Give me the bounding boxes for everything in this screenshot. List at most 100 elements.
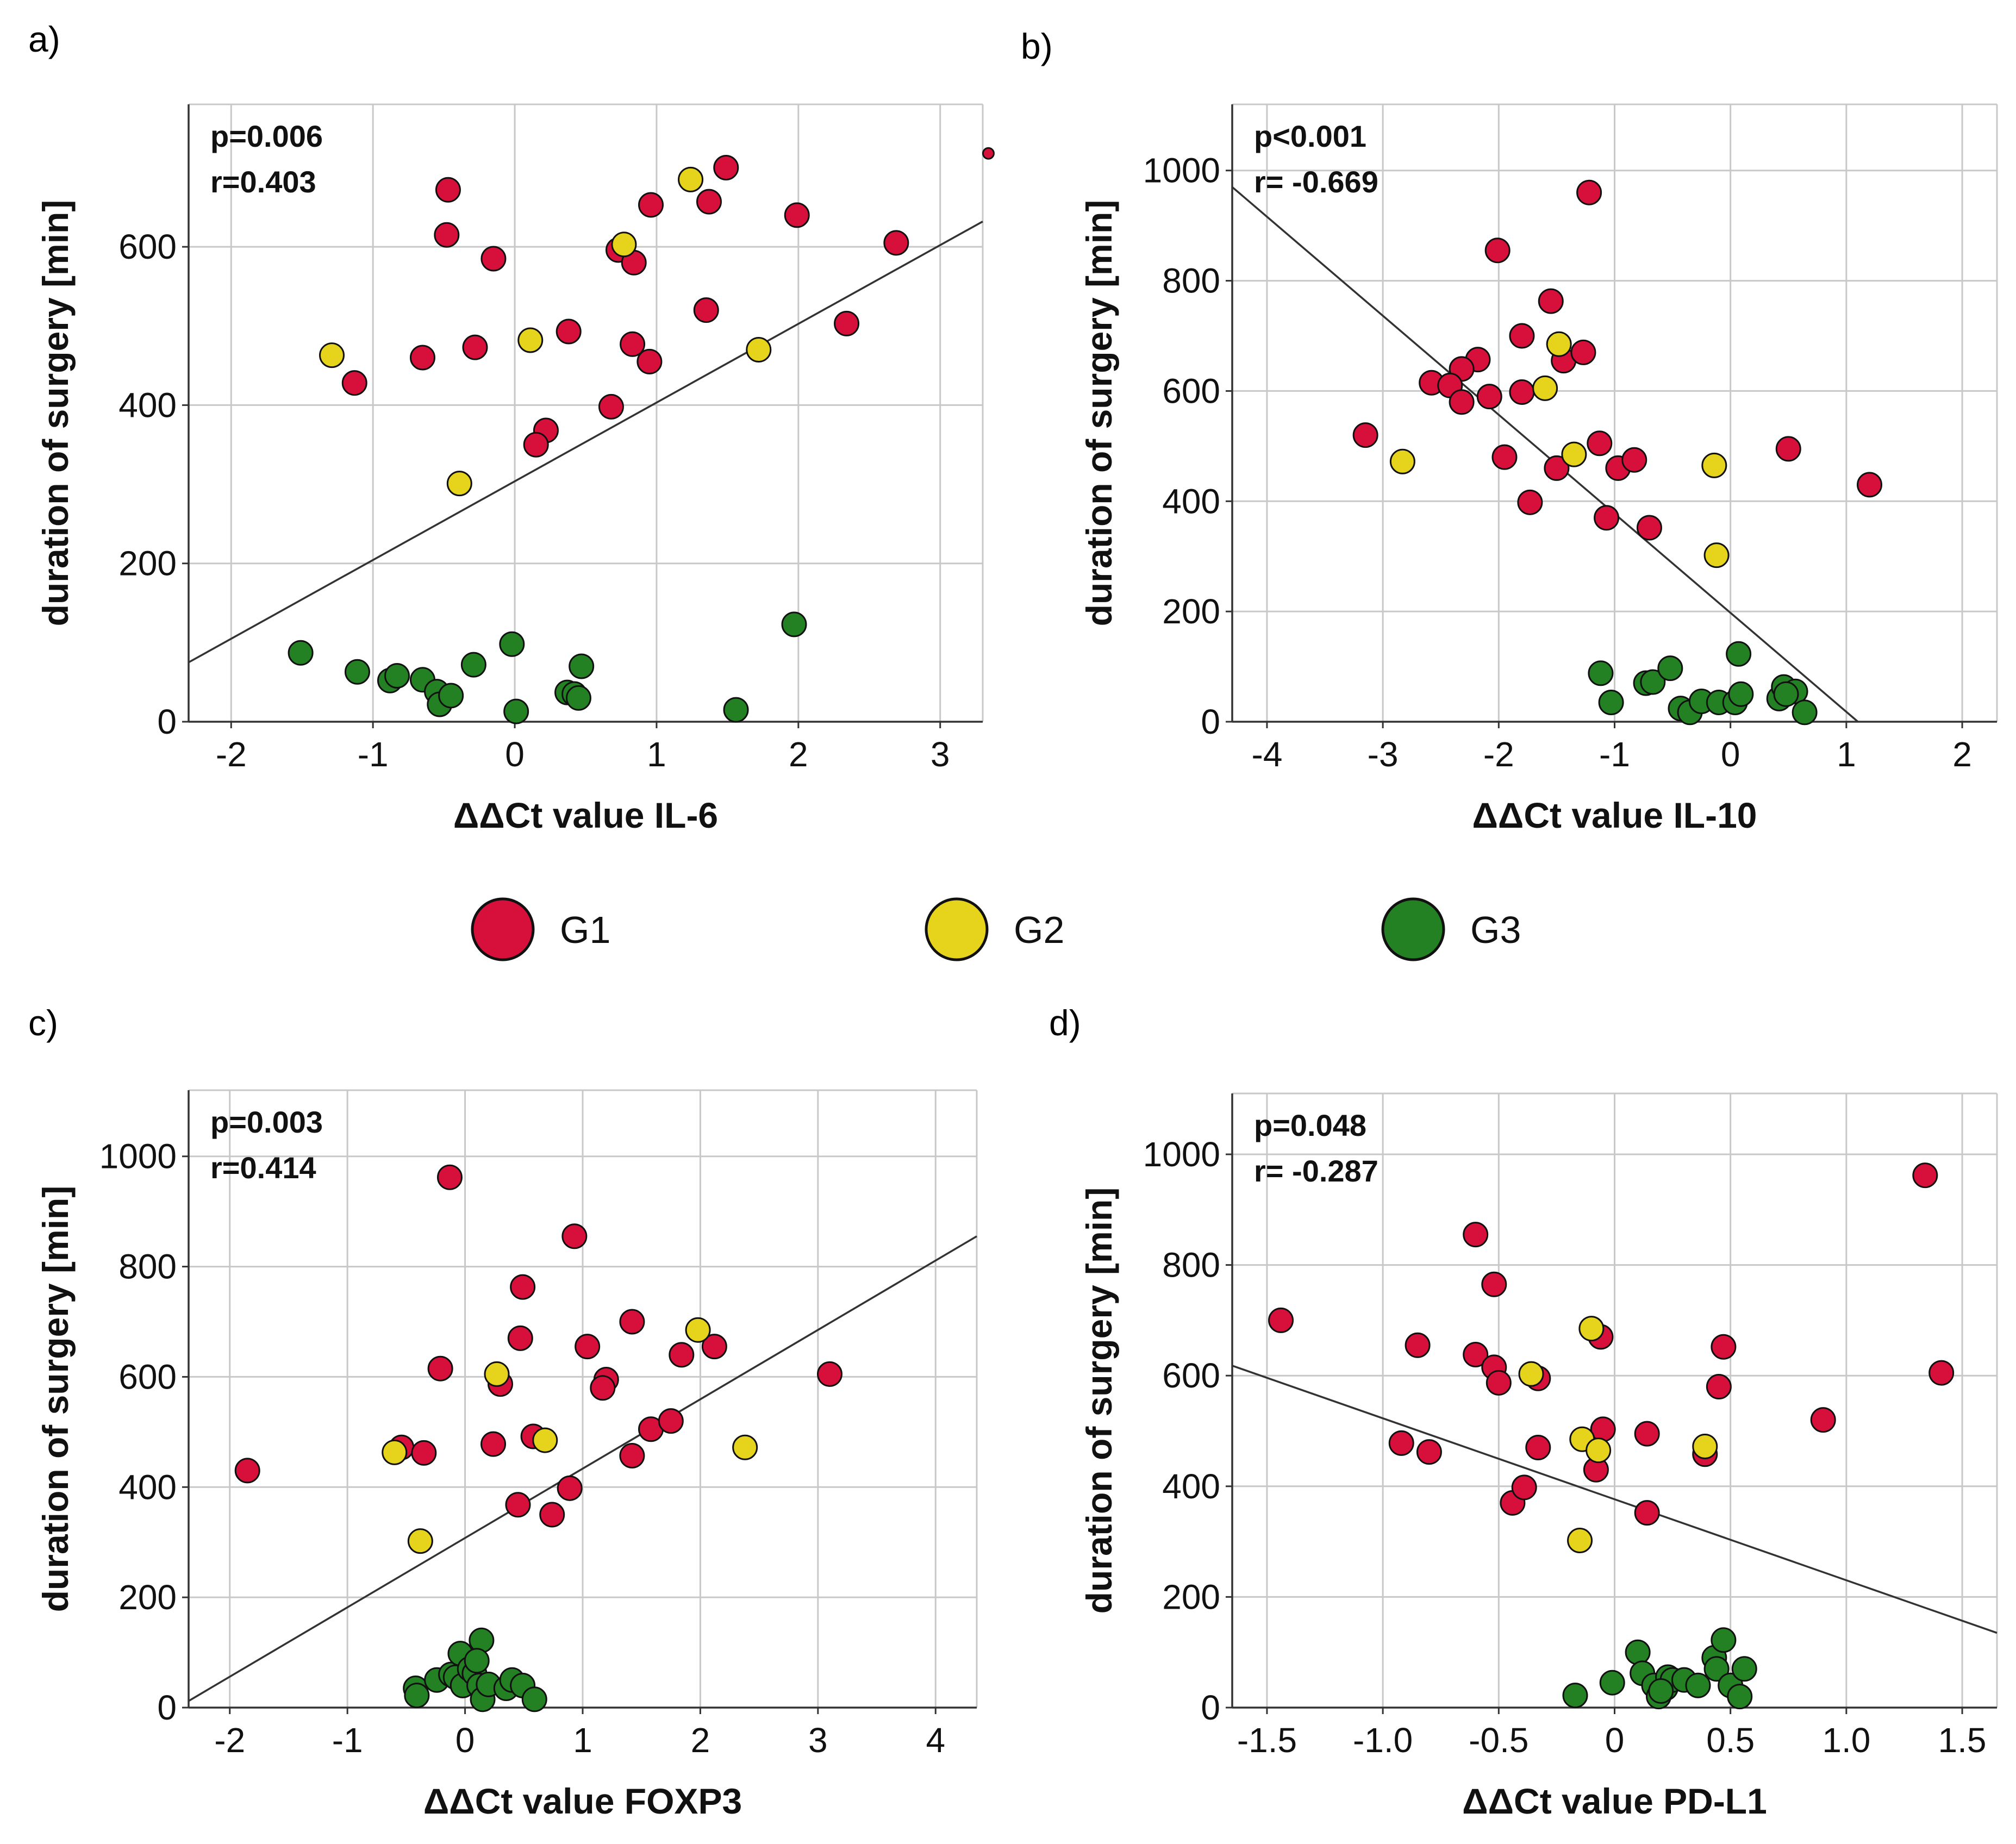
data-point-g3 <box>438 683 464 709</box>
data-point-g1 <box>427 1355 453 1382</box>
y-tick-label: 400 <box>1162 1467 1220 1506</box>
data-point-g1 <box>505 1492 531 1518</box>
data-point-g3 <box>1648 1678 1674 1704</box>
data-point-g3 <box>499 631 525 657</box>
data-point-g1 <box>1810 1407 1836 1433</box>
data-point-g2 <box>611 232 637 258</box>
x-tick-label: 0 <box>505 735 525 774</box>
data-point-g1 <box>1636 515 1662 541</box>
data-point-g3 <box>1599 1670 1625 1696</box>
data-point-g2 <box>532 1427 558 1453</box>
x-tick-label: 0 <box>1605 1721 1625 1760</box>
data-point-g1 <box>1509 379 1535 405</box>
data-point-g3 <box>1598 690 1624 715</box>
x-tick-label: -2 <box>1483 735 1514 774</box>
data-point-g1 <box>1511 1474 1537 1501</box>
x-tick-label: 1 <box>573 1721 592 1760</box>
x-tick-label: 0 <box>455 1721 475 1760</box>
y-tick-label: 600 <box>118 227 177 266</box>
y-tick-label: 400 <box>118 385 177 424</box>
legend-label-g1: G1 <box>560 909 610 951</box>
regression-line <box>1231 186 1859 723</box>
data-point-g1 <box>816 1361 842 1387</box>
y-tick-label: 200 <box>118 544 177 583</box>
y-axis-label: duration of surgery [min] <box>1079 200 1119 627</box>
y-axis-label: duration of surgery [min] <box>1079 1187 1119 1614</box>
x-tick-label: -2 <box>216 735 247 774</box>
r-value-annotation: r= -0.287 <box>1254 1154 1378 1188</box>
data-point-g1 <box>1538 288 1564 314</box>
data-point-g1 <box>1509 323 1535 349</box>
panel-letter: c) <box>28 1003 58 1043</box>
data-point-g1 <box>1912 1162 1938 1189</box>
data-point-g1 <box>409 345 435 371</box>
legend: G1 G2 G3 <box>471 897 1521 961</box>
data-point-g2 <box>1518 1361 1544 1387</box>
data-point-g1 <box>1706 1374 1732 1400</box>
data-point-g1 <box>1544 455 1570 481</box>
data-point-g1 <box>575 1334 601 1360</box>
data-point-g2 <box>382 1439 408 1465</box>
data-point-g1 <box>1711 1334 1737 1360</box>
data-point-g1 <box>713 155 739 181</box>
y-tick-label: 200 <box>1162 592 1220 631</box>
data-point-g3 <box>288 640 314 666</box>
data-point-g2 <box>1701 452 1727 478</box>
x-tick-label: 2 <box>1952 735 1972 774</box>
data-point-g1 <box>561 1223 588 1249</box>
legend-marker-g3 <box>1381 897 1445 961</box>
data-point-g2 <box>678 166 704 192</box>
chart-panel-2: b) -4 -3 -2 -1 0 1 2 0 200 400 600 800 1000 ΔΔCt value… <box>1021 26 1998 835</box>
data-point-g1 <box>556 318 582 345</box>
data-point-g1 <box>1484 237 1511 264</box>
x-tick-label: 4 <box>926 1721 945 1760</box>
x-tick-label: -1.5 <box>1237 1721 1297 1760</box>
x-tick-label: 1 <box>1837 735 1856 774</box>
data-point-g1 <box>619 1442 645 1468</box>
data-point-g3 <box>1588 660 1614 686</box>
data-point-g1 <box>1449 389 1475 415</box>
y-tick-label: 800 <box>1162 1246 1220 1285</box>
y-tick-label: 200 <box>1162 1577 1220 1616</box>
x-tick-label: 2 <box>789 735 808 774</box>
y-axis-label: duration of surgery [min] <box>35 1186 76 1612</box>
x-axis-label: ΔΔCt value PD-L1 <box>1462 1781 1767 1821</box>
y-tick-label: 200 <box>118 1578 177 1617</box>
data-point-g3 <box>1726 641 1752 667</box>
data-point-g1 <box>1587 430 1613 457</box>
data-point-g3 <box>1773 681 1799 707</box>
y-tick-label: 1000 <box>1143 151 1220 190</box>
y-tick-label: 800 <box>118 1247 177 1286</box>
data-point-g1 <box>1594 505 1620 531</box>
data-point-g1 <box>539 1502 565 1528</box>
data-point-g3 <box>1728 681 1754 707</box>
y-tick-label: 0 <box>1201 1688 1220 1727</box>
data-point-g2 <box>517 327 544 353</box>
data-point-g3 <box>1727 1684 1753 1710</box>
x-tick-label: -3 <box>1368 735 1399 774</box>
legend-label-g2: G2 <box>1014 909 1064 951</box>
data-point-g1 <box>1570 339 1596 365</box>
data-point-g1 <box>1491 444 1518 470</box>
data-point-g1 <box>1621 447 1647 473</box>
data-point-g1 <box>658 1408 684 1434</box>
y-tick-label: 600 <box>1162 1356 1220 1395</box>
x-axis-label: ΔΔCt value IL-6 <box>453 795 718 835</box>
x-tick-label: -1 <box>358 735 389 774</box>
data-point-g2 <box>446 471 472 497</box>
p-value-annotation: p<0.001 <box>1254 119 1366 153</box>
y-axis-label: duration of surgery [min] <box>35 200 76 627</box>
y-tick-label: 600 <box>1162 371 1220 410</box>
x-tick-label: 2 <box>691 1721 710 1760</box>
data-point-g1 <box>982 147 995 160</box>
data-point-g1 <box>693 297 719 323</box>
data-point-g1 <box>834 310 860 336</box>
data-point-g2 <box>746 336 772 362</box>
panel-letter: b) <box>1021 26 1053 66</box>
panel-letter: d) <box>1049 1003 1081 1043</box>
data-point-g2 <box>1578 1316 1605 1342</box>
data-point-g1 <box>480 1431 507 1457</box>
regression-line <box>188 1235 977 1702</box>
chart-panel-3: c) -2 -1 0 1 2 3 4 0 200 400 600 800 1000 ΔΔCt value F… <box>28 1003 978 1821</box>
data-point-g1 <box>1928 1360 1955 1386</box>
